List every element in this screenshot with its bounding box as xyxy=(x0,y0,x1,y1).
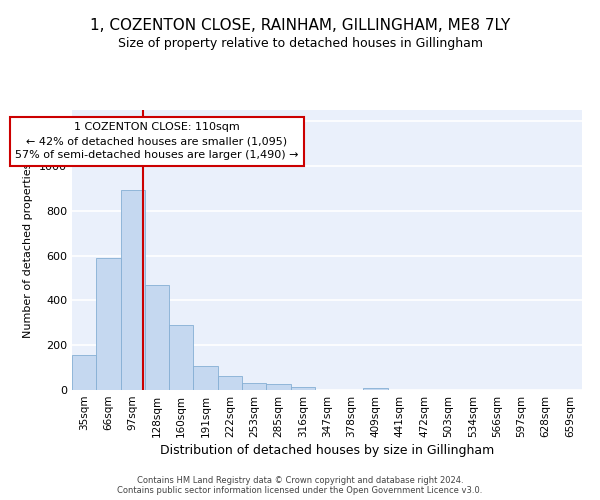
Y-axis label: Number of detached properties: Number of detached properties xyxy=(23,162,34,338)
Bar xyxy=(121,190,145,390)
X-axis label: Distribution of detached houses by size in Gillingham: Distribution of detached houses by size … xyxy=(160,444,494,457)
Text: 1, COZENTON CLOSE, RAINHAM, GILLINGHAM, ME8 7LY: 1, COZENTON CLOSE, RAINHAM, GILLINGHAM, … xyxy=(90,18,510,32)
Bar xyxy=(290,386,315,390)
Bar xyxy=(96,258,121,390)
Bar xyxy=(218,376,242,390)
Bar xyxy=(242,384,266,390)
Bar xyxy=(364,388,388,390)
Bar xyxy=(169,325,193,390)
Text: Size of property relative to detached houses in Gillingham: Size of property relative to detached ho… xyxy=(118,38,482,51)
Text: Contains public sector information licensed under the Open Government Licence v3: Contains public sector information licen… xyxy=(118,486,482,495)
Bar xyxy=(72,356,96,390)
Text: 1 COZENTON CLOSE: 110sqm
← 42% of detached houses are smaller (1,095)
57% of sem: 1 COZENTON CLOSE: 110sqm ← 42% of detach… xyxy=(15,122,299,160)
Text: Contains HM Land Registry data © Crown copyright and database right 2024.: Contains HM Land Registry data © Crown c… xyxy=(137,476,463,485)
Bar xyxy=(266,384,290,390)
Bar xyxy=(193,366,218,390)
Bar xyxy=(145,284,169,390)
